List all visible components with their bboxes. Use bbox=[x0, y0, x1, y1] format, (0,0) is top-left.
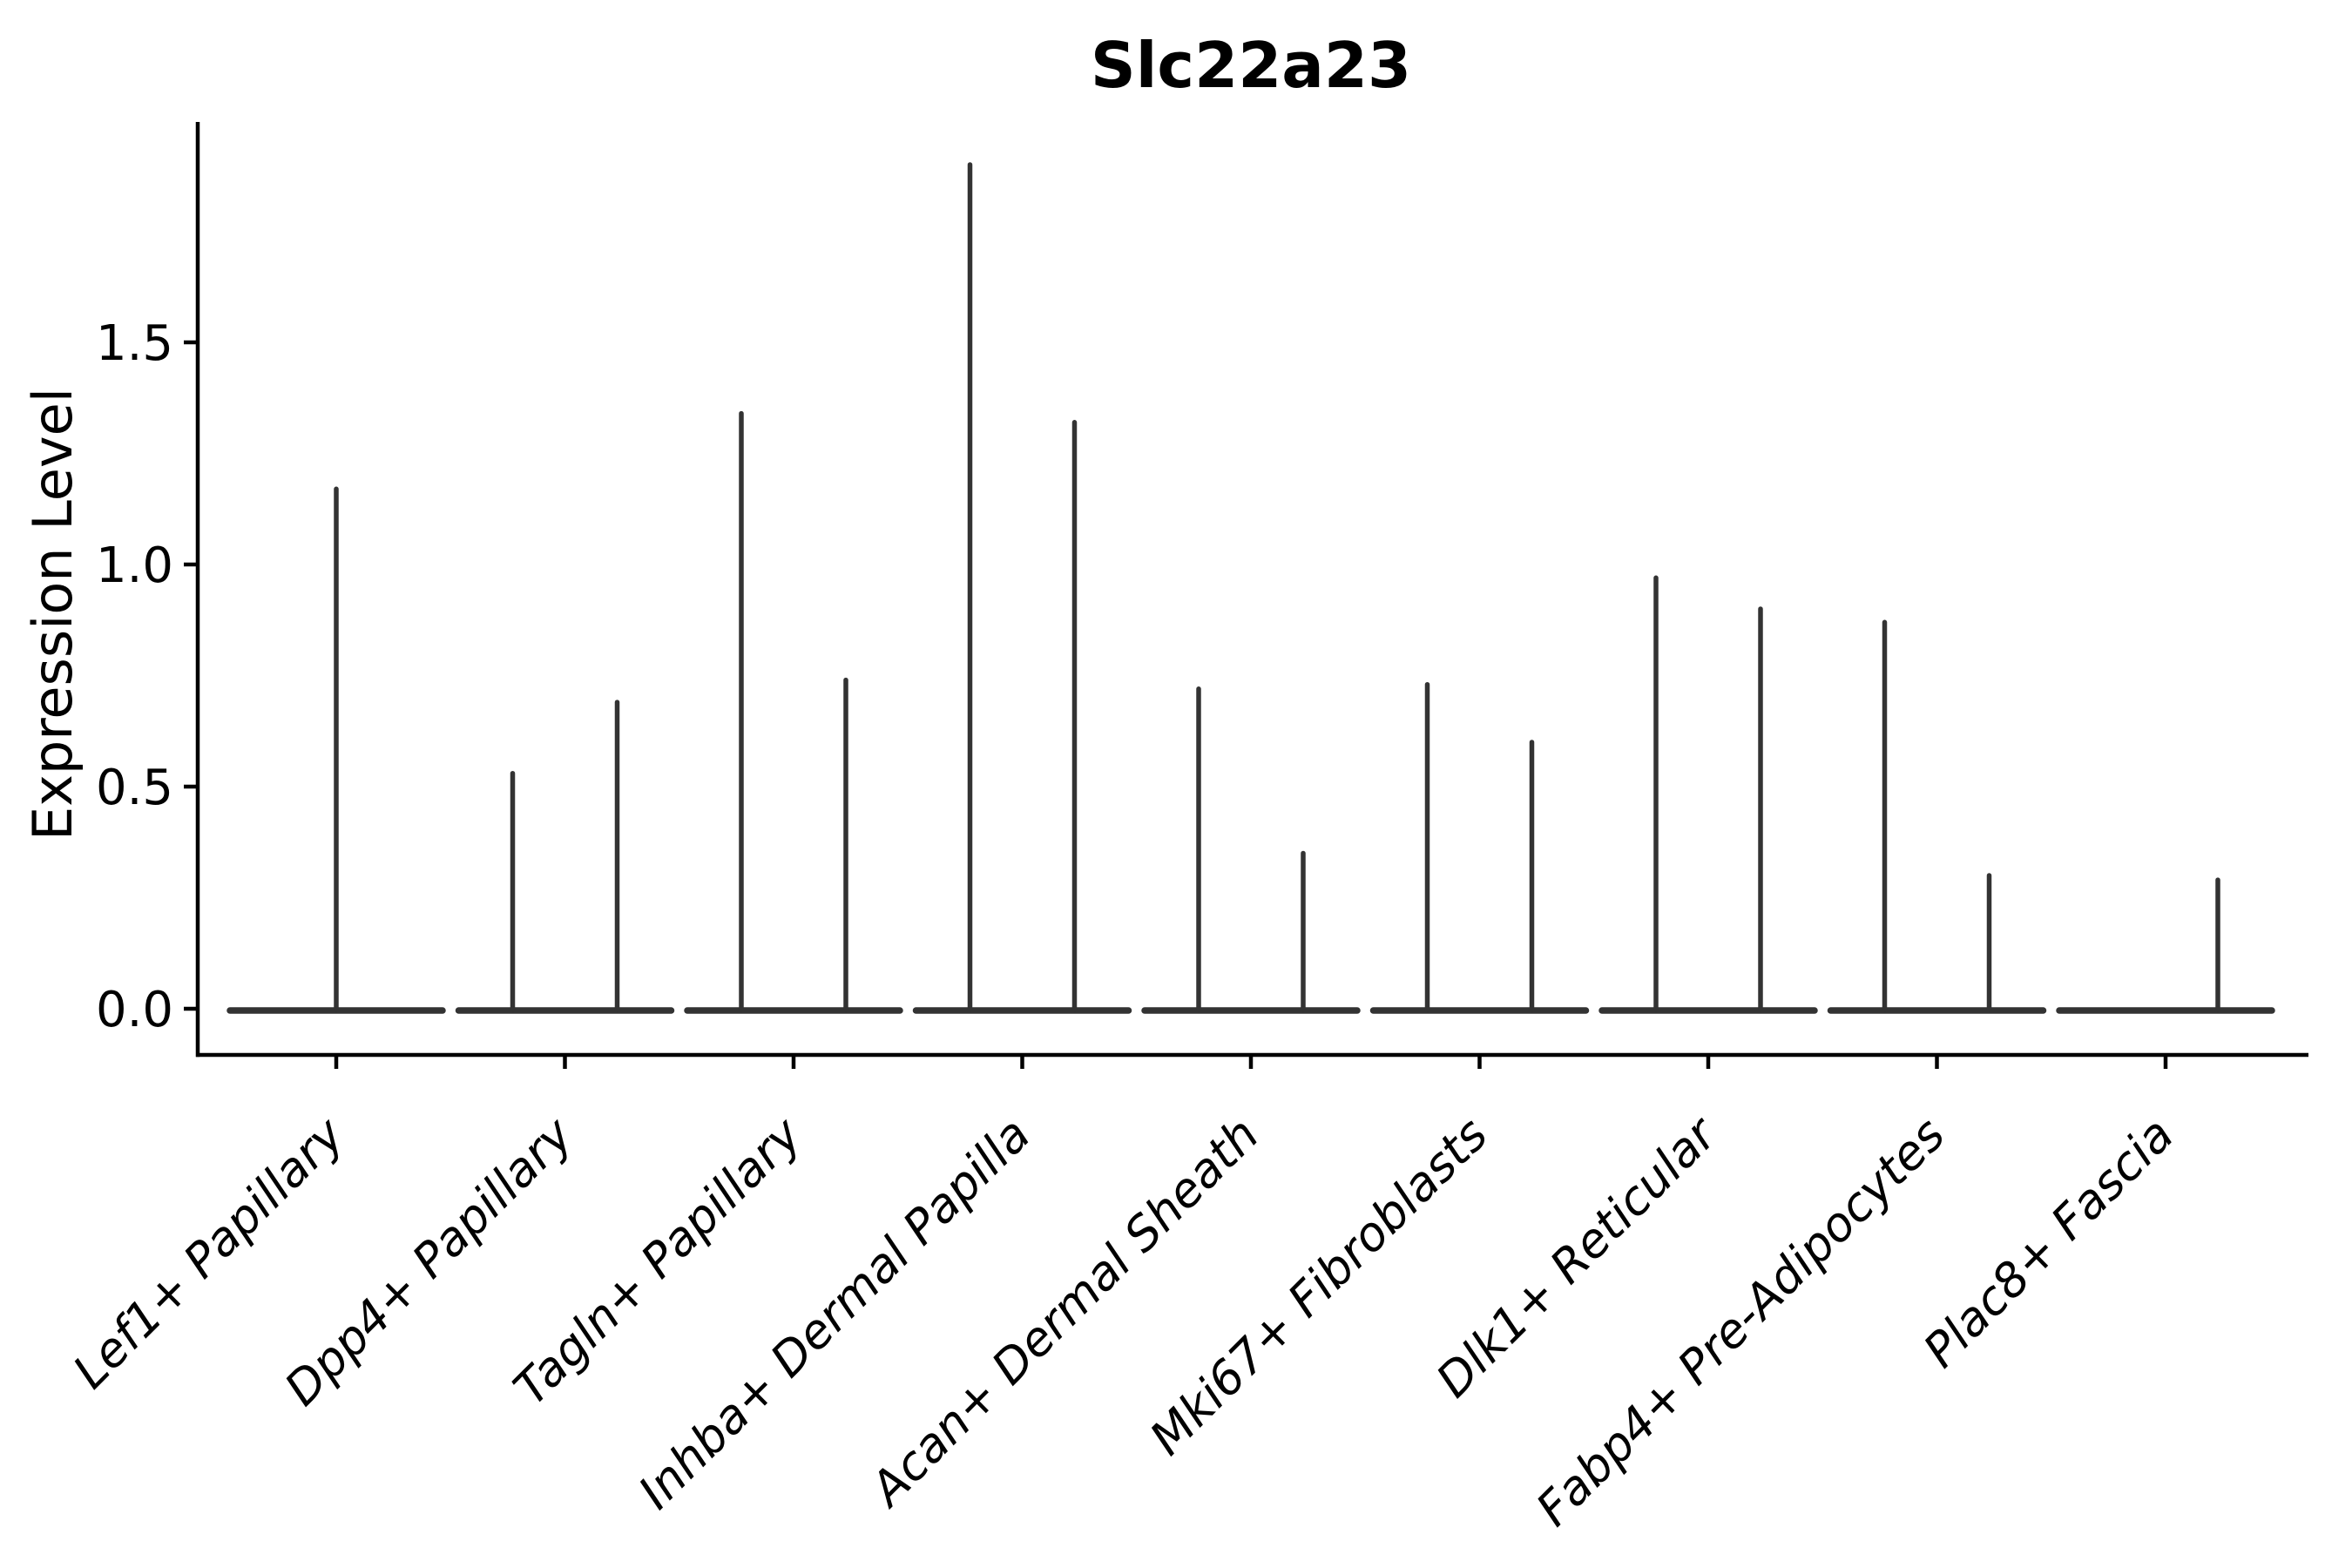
y-tick-label-0.5: 0.5 bbox=[96, 760, 173, 816]
y-axis-label: Expression Level bbox=[21, 388, 84, 841]
x-tick-label-9: Plac8+ Fascia bbox=[1913, 1107, 2184, 1378]
x-tick-label-8: Fabp4+ Pre-Adipocytes bbox=[1525, 1107, 1955, 1537]
y-tick-label-1.5: 1.5 bbox=[96, 315, 173, 372]
x-tick-label-4: Inhba+ Dermal Papilla bbox=[628, 1107, 1041, 1520]
x-tick-label-5: Acan+ Dermal Sheath bbox=[858, 1107, 1269, 1518]
y-tick-label-0.0: 0.0 bbox=[96, 982, 173, 1038]
plot-title: Slc22a23 bbox=[1091, 29, 1411, 102]
y-tick-label-1.0: 1.0 bbox=[96, 537, 173, 594]
